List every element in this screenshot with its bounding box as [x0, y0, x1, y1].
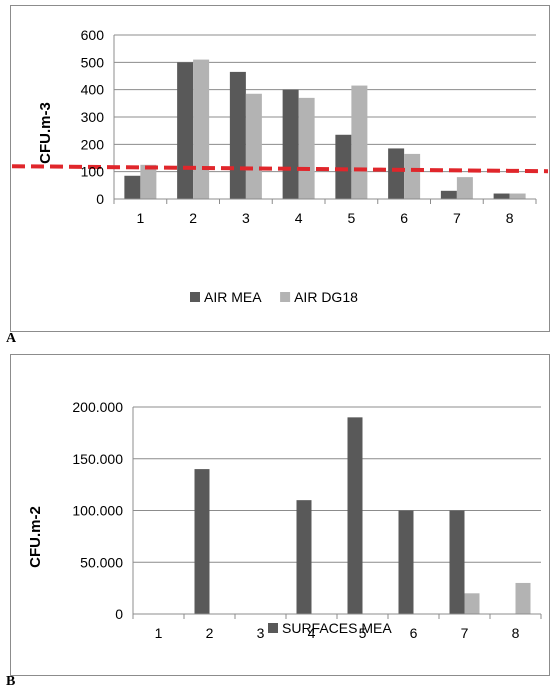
chart-b-bar-1-5	[347, 417, 363, 614]
chart-a-bar-2-8	[509, 193, 526, 199]
chart-a-ytick-label: 600	[81, 27, 105, 43]
chart-b-xtick-label: 7	[461, 625, 469, 641]
chart-a-legend-label: AIR DG18	[294, 289, 358, 305]
chart-a-xtick-label: 4	[295, 210, 303, 226]
chart-b-ytick-label: 0	[115, 606, 123, 622]
chart-b-bar-2-8	[515, 582, 531, 614]
chart-a-bar-1-6	[388, 148, 405, 199]
chart-b-legend-swatch	[268, 623, 278, 633]
chart-a-xtick-label: 1	[136, 210, 144, 226]
chart-a-xtick-label: 6	[400, 210, 408, 226]
chart-a-bar-1-3	[229, 71, 246, 199]
chart-a-ytick-label: 0	[96, 191, 104, 207]
chart-a-legend-label: AIR MEA	[204, 289, 262, 305]
chart-b-legend-label: SURFACES MEA	[282, 620, 392, 636]
chart-a-bar-2-5	[351, 85, 368, 199]
chart-b-ylabel: CFU.m-2	[27, 506, 44, 568]
chart-b-xtick-label: 6	[410, 625, 418, 641]
chart-a-xtick-label: 5	[347, 210, 355, 226]
chart-a-bar-2-4	[298, 97, 315, 199]
chart-b-xtick-label: 2	[206, 625, 214, 641]
chart-a-bar-1-2	[177, 62, 194, 200]
chart-a-bar-2-7	[456, 177, 473, 199]
chart-a-bar-2-3	[245, 93, 262, 199]
chart-a-bar-1-7	[440, 190, 457, 199]
chart-a-xtick-label: 7	[453, 210, 461, 226]
chart-b-bar-1-6	[398, 510, 414, 614]
chart-b-bar-2-7	[464, 593, 480, 614]
chart-a-legend-swatch	[190, 292, 200, 302]
chart-a-bar-2-6	[404, 153, 421, 199]
panel-label-a: A	[6, 331, 17, 346]
chart-a-ytick-label: 100	[81, 164, 105, 180]
chart-a-ylabel: CFU.m-3	[37, 102, 54, 164]
chart-b-xtick-label: 1	[155, 625, 163, 641]
chart-b-xtick-label: 5	[359, 625, 367, 641]
chart-b-ytick-label: 50.000	[80, 554, 123, 570]
chart-a-bar-2-2	[193, 59, 210, 199]
chart-b-bar-1-7	[449, 510, 465, 614]
chart-b-ytick-label: 100.000	[72, 503, 123, 519]
chart-a-ytick-label: 400	[81, 82, 105, 98]
chart-a-ytick-label: 200	[81, 136, 105, 152]
chart-a-xtick-label: 2	[189, 210, 197, 226]
chart-a-ytick-label: 500	[81, 54, 105, 70]
chart-b-bar-1-4	[296, 500, 312, 614]
panel-label-b: B	[6, 674, 16, 689]
chart-a-xtick-label: 8	[506, 210, 514, 226]
chart-a-xtick-label: 3	[242, 210, 250, 226]
chart-a-bar-1-1	[124, 175, 141, 199]
chart-a-reference-line	[11, 164, 549, 174]
chart-a-ytick-label: 300	[81, 109, 105, 125]
chart-b-xtick-label: 8	[512, 625, 520, 641]
chart-a-legend-swatch	[280, 292, 291, 302]
chart-b-ytick-label: 150.000	[72, 451, 123, 467]
chart-b: 0 50.000 100.000 150.000 200.000 1 2 3 4 5 6 7 8 CFU…	[10, 354, 550, 676]
chart-a-bar-2-1	[140, 164, 157, 199]
chart-b-bar-1-2	[194, 469, 210, 614]
chart-a-bar-1-5	[335, 134, 352, 199]
chart-a: 0 100 200 300 400 500 600 1 2 3 4 5 6 7 8 CFU.m-3 AIR …	[10, 5, 550, 332]
chart-b-xtick-label: 4	[308, 625, 316, 641]
chart-a-bar-1-8	[493, 193, 510, 199]
chart-b-ytick-label: 200.000	[72, 399, 123, 415]
chart-b-xtick-label: 3	[257, 625, 265, 641]
chart-a-bar-1-4	[282, 89, 299, 199]
